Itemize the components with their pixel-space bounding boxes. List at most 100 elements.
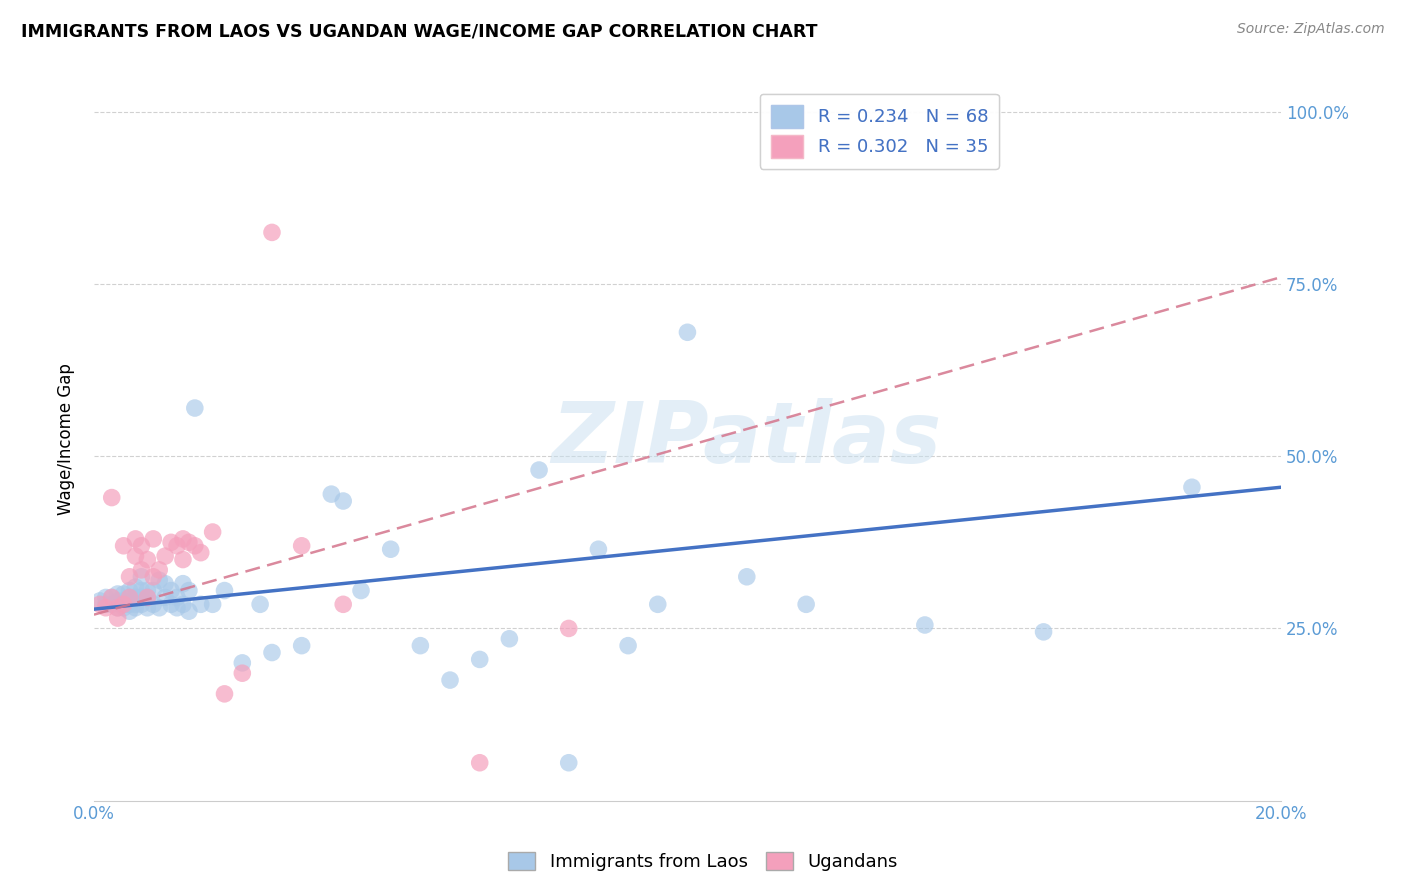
Point — [332, 597, 354, 611]
Text: IMMIGRANTS FROM LAOS VS UGANDAN WAGE/INCOME GAP CORRELATION CHART: IMMIGRANTS FROM LAOS VS UGANDAN WAGE/INC… — [21, 22, 818, 40]
Point — [291, 639, 314, 653]
Point — [201, 597, 224, 611]
Point — [148, 563, 170, 577]
Point — [142, 597, 165, 611]
Point — [112, 594, 135, 608]
Point — [100, 597, 122, 611]
Point — [124, 580, 146, 594]
Point — [131, 539, 153, 553]
Point — [131, 583, 153, 598]
Point — [190, 546, 212, 560]
Point — [94, 597, 117, 611]
Point — [136, 591, 159, 605]
Point — [131, 591, 153, 605]
Point — [118, 597, 141, 611]
Point — [231, 666, 253, 681]
Point — [142, 583, 165, 598]
Y-axis label: Wage/Income Gap: Wage/Income Gap — [58, 363, 75, 515]
Point — [89, 594, 111, 608]
Point — [214, 583, 236, 598]
Point — [439, 673, 461, 687]
Point — [468, 652, 491, 666]
Point — [676, 326, 699, 340]
Point — [468, 756, 491, 770]
Point — [136, 600, 159, 615]
Point — [498, 632, 520, 646]
Point — [107, 611, 129, 625]
Point — [118, 591, 141, 605]
Point — [112, 587, 135, 601]
Point — [124, 597, 146, 611]
Point — [231, 656, 253, 670]
Point — [148, 573, 170, 587]
Point — [914, 618, 936, 632]
Point — [160, 535, 183, 549]
Point — [172, 552, 194, 566]
Point — [124, 532, 146, 546]
Point — [588, 542, 610, 557]
Point — [112, 600, 135, 615]
Point — [94, 600, 117, 615]
Point — [409, 639, 432, 653]
Text: Source: ZipAtlas.com: Source: ZipAtlas.com — [1237, 22, 1385, 37]
Point — [112, 597, 135, 611]
Point — [107, 600, 129, 615]
Point — [1032, 624, 1054, 639]
Point — [136, 591, 159, 605]
Point — [177, 604, 200, 618]
Point — [124, 591, 146, 605]
Point — [118, 583, 141, 598]
Point — [107, 594, 129, 608]
Point — [177, 583, 200, 598]
Point — [112, 597, 135, 611]
Point — [166, 591, 188, 605]
Point — [166, 600, 188, 615]
Point — [153, 549, 176, 563]
Point — [136, 552, 159, 566]
Point — [184, 401, 207, 415]
Point — [153, 576, 176, 591]
Point — [332, 494, 354, 508]
Point — [527, 463, 550, 477]
Point — [1181, 480, 1204, 494]
Point — [94, 591, 117, 605]
Point — [142, 570, 165, 584]
Point — [124, 600, 146, 615]
Legend: R = 0.234   N = 68, R = 0.302   N = 35: R = 0.234 N = 68, R = 0.302 N = 35 — [759, 94, 998, 169]
Point — [190, 597, 212, 611]
Text: ZIPatlas: ZIPatlas — [551, 398, 942, 481]
Point — [118, 570, 141, 584]
Point — [131, 597, 153, 611]
Legend: Immigrants from Laos, Ugandans: Immigrants from Laos, Ugandans — [501, 845, 905, 879]
Point — [160, 583, 183, 598]
Point — [260, 226, 283, 240]
Point — [177, 535, 200, 549]
Point — [380, 542, 402, 557]
Point — [249, 597, 271, 611]
Point — [166, 539, 188, 553]
Point — [321, 487, 343, 501]
Point — [153, 591, 176, 605]
Point — [558, 622, 581, 636]
Point — [201, 524, 224, 539]
Point — [131, 570, 153, 584]
Point — [558, 756, 581, 770]
Point — [148, 600, 170, 615]
Point — [214, 687, 236, 701]
Point — [124, 549, 146, 563]
Point — [260, 646, 283, 660]
Point — [100, 591, 122, 605]
Point — [118, 604, 141, 618]
Point — [107, 600, 129, 615]
Point — [794, 597, 817, 611]
Point — [350, 583, 373, 598]
Point — [136, 583, 159, 598]
Point — [112, 539, 135, 553]
Point — [142, 532, 165, 546]
Point — [735, 570, 758, 584]
Point — [100, 491, 122, 505]
Point — [172, 597, 194, 611]
Point — [89, 597, 111, 611]
Point — [131, 563, 153, 577]
Point — [172, 532, 194, 546]
